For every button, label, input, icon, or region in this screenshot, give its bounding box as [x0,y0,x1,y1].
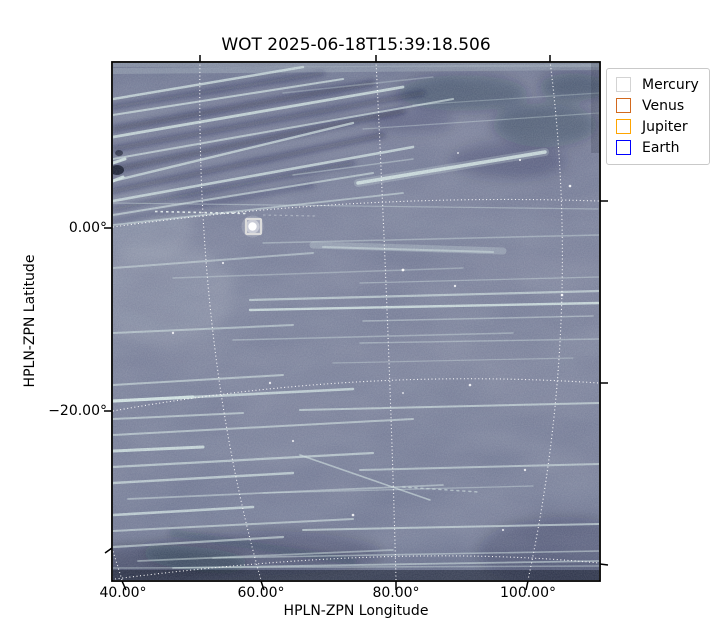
x-axis-label: HPLN-ZPN Longitude [283,603,429,619]
axis-ticks [104,55,609,591]
mercury-marker [241,215,264,238]
star-points [171,152,572,532]
legend-item-earth: Earth [616,137,699,158]
plot-title: WOT 2025-06-18T15:39:18.506 [221,35,491,55]
dashed-trail [154,210,247,215]
jupiter-swatch-icon [616,119,631,134]
mercury-swatch-icon [616,77,631,92]
sky-image [113,63,599,580]
legend-item-mercury: Mercury [616,74,699,95]
legend-item-jupiter: Jupiter [616,116,699,137]
legend: Mercury Venus Jupiter Earth [606,68,710,165]
gridline-lat-minus20 [113,378,599,412]
gridline-lon-60 [199,63,262,580]
legend-label: Earth [642,139,680,156]
legend-label: Mercury [642,76,699,93]
legend-item-venus: Venus [616,95,699,116]
gridline-lon-80 [375,63,397,580]
mercury-marker-square [244,217,263,236]
y-tick-label-0: 0.00° [68,220,107,236]
gridline-lon-100 [527,63,563,580]
legend-label: Jupiter [642,118,688,135]
legend-label: Venus [642,97,685,114]
x-tick-label-100: 100.00° [500,585,556,601]
y-axis-label: HPLN-ZPN Latitude [22,254,38,388]
venus-swatch-icon [616,98,631,113]
coordinate-grid [113,63,599,580]
x-tick-label-40: 40.00° [99,585,147,601]
earth-swatch-icon [616,140,631,155]
x-tick-label-80: 80.00° [372,585,420,601]
y-tick-label-minus20: −20.00° [48,403,107,419]
x-tick-label-60: 60.00° [237,585,285,601]
mercury-planet-dot [248,222,257,231]
plot-spines [111,61,601,582]
